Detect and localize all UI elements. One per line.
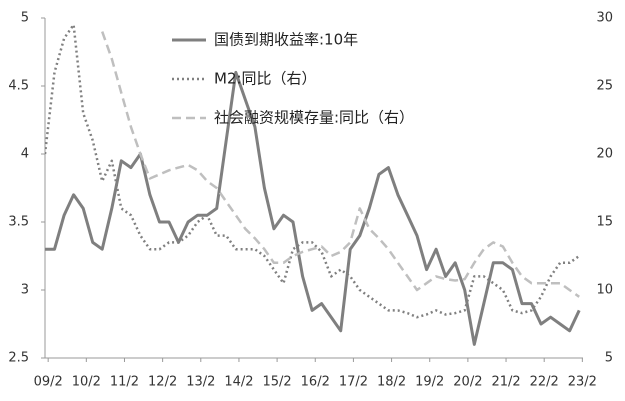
x-tick-label: 12/2 [148,375,177,390]
x-tick-label: 16/2 [301,375,330,390]
series-line [101,31,580,298]
y2-tick-label: 20 [596,147,613,162]
y2-tick-label: 10 [596,283,613,298]
legend: 国债到期收益率:10年 M2:同比（右） 社会融资规模存量:同比（右） [172,31,414,127]
y2-tick-label: 25 [596,79,613,94]
y-tick-label: 4.5 [8,79,29,94]
x-tick-label: 19/2 [415,375,444,390]
x-tick-label: 20/2 [453,375,482,390]
x-tick-label: 09/2 [34,375,63,390]
y-tick-label: 3 [21,283,29,298]
legend-label: M2:同比（右） [214,70,317,88]
y2-tick-label: 5 [605,351,613,366]
legend-label: 社会融资规模存量:同比（右） [214,109,414,127]
legend-label: 国债到期收益率:10年 [214,31,358,49]
y-tick-label: 3.5 [8,215,29,230]
x-tick-label: 22/2 [530,375,559,390]
x-tick-label: 13/2 [186,375,215,390]
series-line [45,23,580,319]
x-tick-label: 17/2 [339,375,368,390]
x-tick-label: 21/2 [491,375,520,390]
x-tick-label: 11/2 [110,375,139,390]
y-tick-label: 5 [21,11,29,26]
x-tick-label: 14/2 [224,375,253,390]
series-line [45,70,581,346]
y-tick-label: 2.5 [8,351,29,366]
x-tick-label: 23/2 [568,375,597,390]
y2-tick-label: 15 [596,215,613,230]
y-tick-label: 4 [21,147,29,162]
y2-tick-label: 30 [596,11,613,26]
x-tick-label: 15/2 [263,375,292,390]
x-tick-label: 18/2 [377,375,406,390]
x-tick-label: 10/2 [72,375,101,390]
